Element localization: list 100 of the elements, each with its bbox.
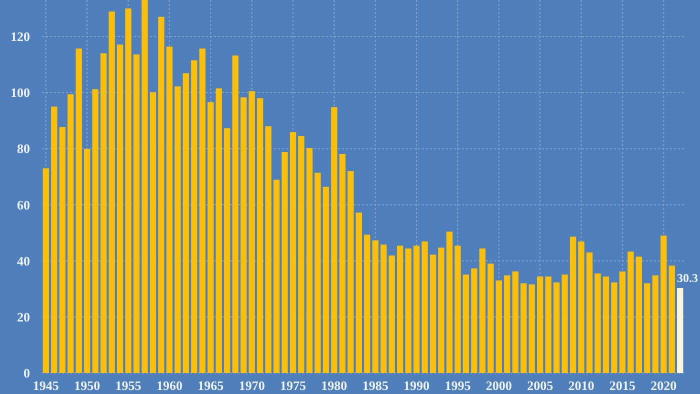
bar	[628, 252, 634, 373]
bar	[388, 255, 395, 373]
bar	[166, 46, 173, 373]
bar	[208, 102, 214, 373]
bar	[240, 97, 247, 373]
bar	[298, 136, 304, 373]
bar	[438, 248, 444, 373]
bar	[471, 268, 478, 373]
bar	[182, 73, 190, 373]
bar	[256, 98, 264, 373]
bar	[553, 282, 560, 373]
x-tick-label: 1960	[156, 378, 182, 393]
bar	[396, 246, 404, 373]
bar	[652, 275, 658, 373]
bar	[92, 89, 98, 373]
bar	[248, 91, 255, 373]
bar	[191, 60, 198, 373]
bar	[322, 186, 330, 373]
bar	[430, 254, 436, 373]
bar	[273, 180, 280, 373]
bar	[364, 234, 370, 373]
bar	[331, 107, 338, 373]
x-tick-label: 1995	[444, 378, 472, 393]
x-tick-label: 1945	[32, 378, 60, 393]
x-tick-label: 2010	[568, 378, 594, 393]
x-tick-label: 1950	[74, 378, 100, 393]
bar	[570, 236, 576, 373]
x-tick-label: 1985	[362, 378, 389, 393]
y-tick-label: 120	[10, 29, 30, 44]
bar	[68, 94, 74, 373]
bar	[306, 148, 313, 373]
x-tick-label: 2005	[527, 378, 554, 393]
bar	[512, 271, 518, 373]
bar	[125, 8, 132, 373]
bar	[76, 48, 82, 373]
bar	[133, 54, 140, 373]
bar	[232, 56, 238, 373]
y-tick-label: 20	[17, 309, 30, 324]
bar	[158, 16, 164, 373]
bar	[290, 132, 296, 373]
bar	[422, 241, 428, 373]
bar	[562, 274, 568, 373]
y-tick-label: 40	[17, 253, 30, 268]
bar	[446, 232, 453, 373]
bar	[586, 252, 593, 373]
x-tick-label: 1955	[115, 378, 142, 393]
bar	[174, 86, 181, 373]
bar	[668, 266, 675, 373]
x-tick-label: 1990	[404, 378, 430, 393]
x-tick-label: 2000	[486, 378, 512, 393]
bar	[488, 264, 494, 373]
bar	[100, 53, 107, 373]
data-label: 30.3	[677, 271, 698, 286]
bar	[108, 12, 115, 373]
bar	[42, 168, 49, 373]
bar	[405, 248, 412, 373]
bar	[594, 273, 601, 373]
bar	[644, 283, 650, 373]
bar	[372, 240, 378, 373]
bar	[282, 152, 288, 373]
bar	[59, 127, 66, 373]
bar	[314, 172, 321, 373]
bar	[611, 282, 618, 373]
x-tick-label: 2015	[609, 378, 636, 393]
bar	[265, 126, 272, 373]
y-tick-label: 100	[10, 85, 30, 100]
bar	[602, 276, 610, 373]
bar	[619, 271, 626, 373]
bar	[454, 246, 461, 373]
bar	[528, 284, 535, 373]
bar	[224, 128, 230, 373]
bar	[339, 154, 346, 373]
bar	[84, 148, 90, 373]
bar	[356, 212, 362, 373]
bar	[348, 171, 354, 373]
y-tick-label: 80	[17, 141, 30, 156]
bar	[462, 274, 470, 373]
bar	[536, 276, 544, 373]
x-tick-label: 1965	[198, 378, 224, 393]
bar	[199, 48, 206, 373]
x-tick-label: 2020	[650, 378, 677, 393]
bar	[545, 276, 552, 373]
bar	[150, 92, 156, 373]
bar	[116, 44, 124, 373]
y-tick-label: 0	[24, 366, 30, 381]
bar	[496, 280, 502, 373]
bar	[142, 0, 148, 373]
x-tick-label: 1975	[280, 378, 306, 393]
bar	[578, 241, 584, 373]
bar	[413, 246, 420, 373]
bar	[51, 106, 58, 373]
bar	[677, 288, 684, 373]
bar	[660, 236, 667, 373]
bar	[380, 244, 387, 373]
y-tick-label: 60	[17, 197, 30, 212]
bar	[636, 256, 642, 373]
x-tick-label: 1970	[238, 378, 265, 393]
bar	[216, 88, 222, 373]
bar	[504, 275, 510, 373]
bar	[520, 283, 527, 373]
